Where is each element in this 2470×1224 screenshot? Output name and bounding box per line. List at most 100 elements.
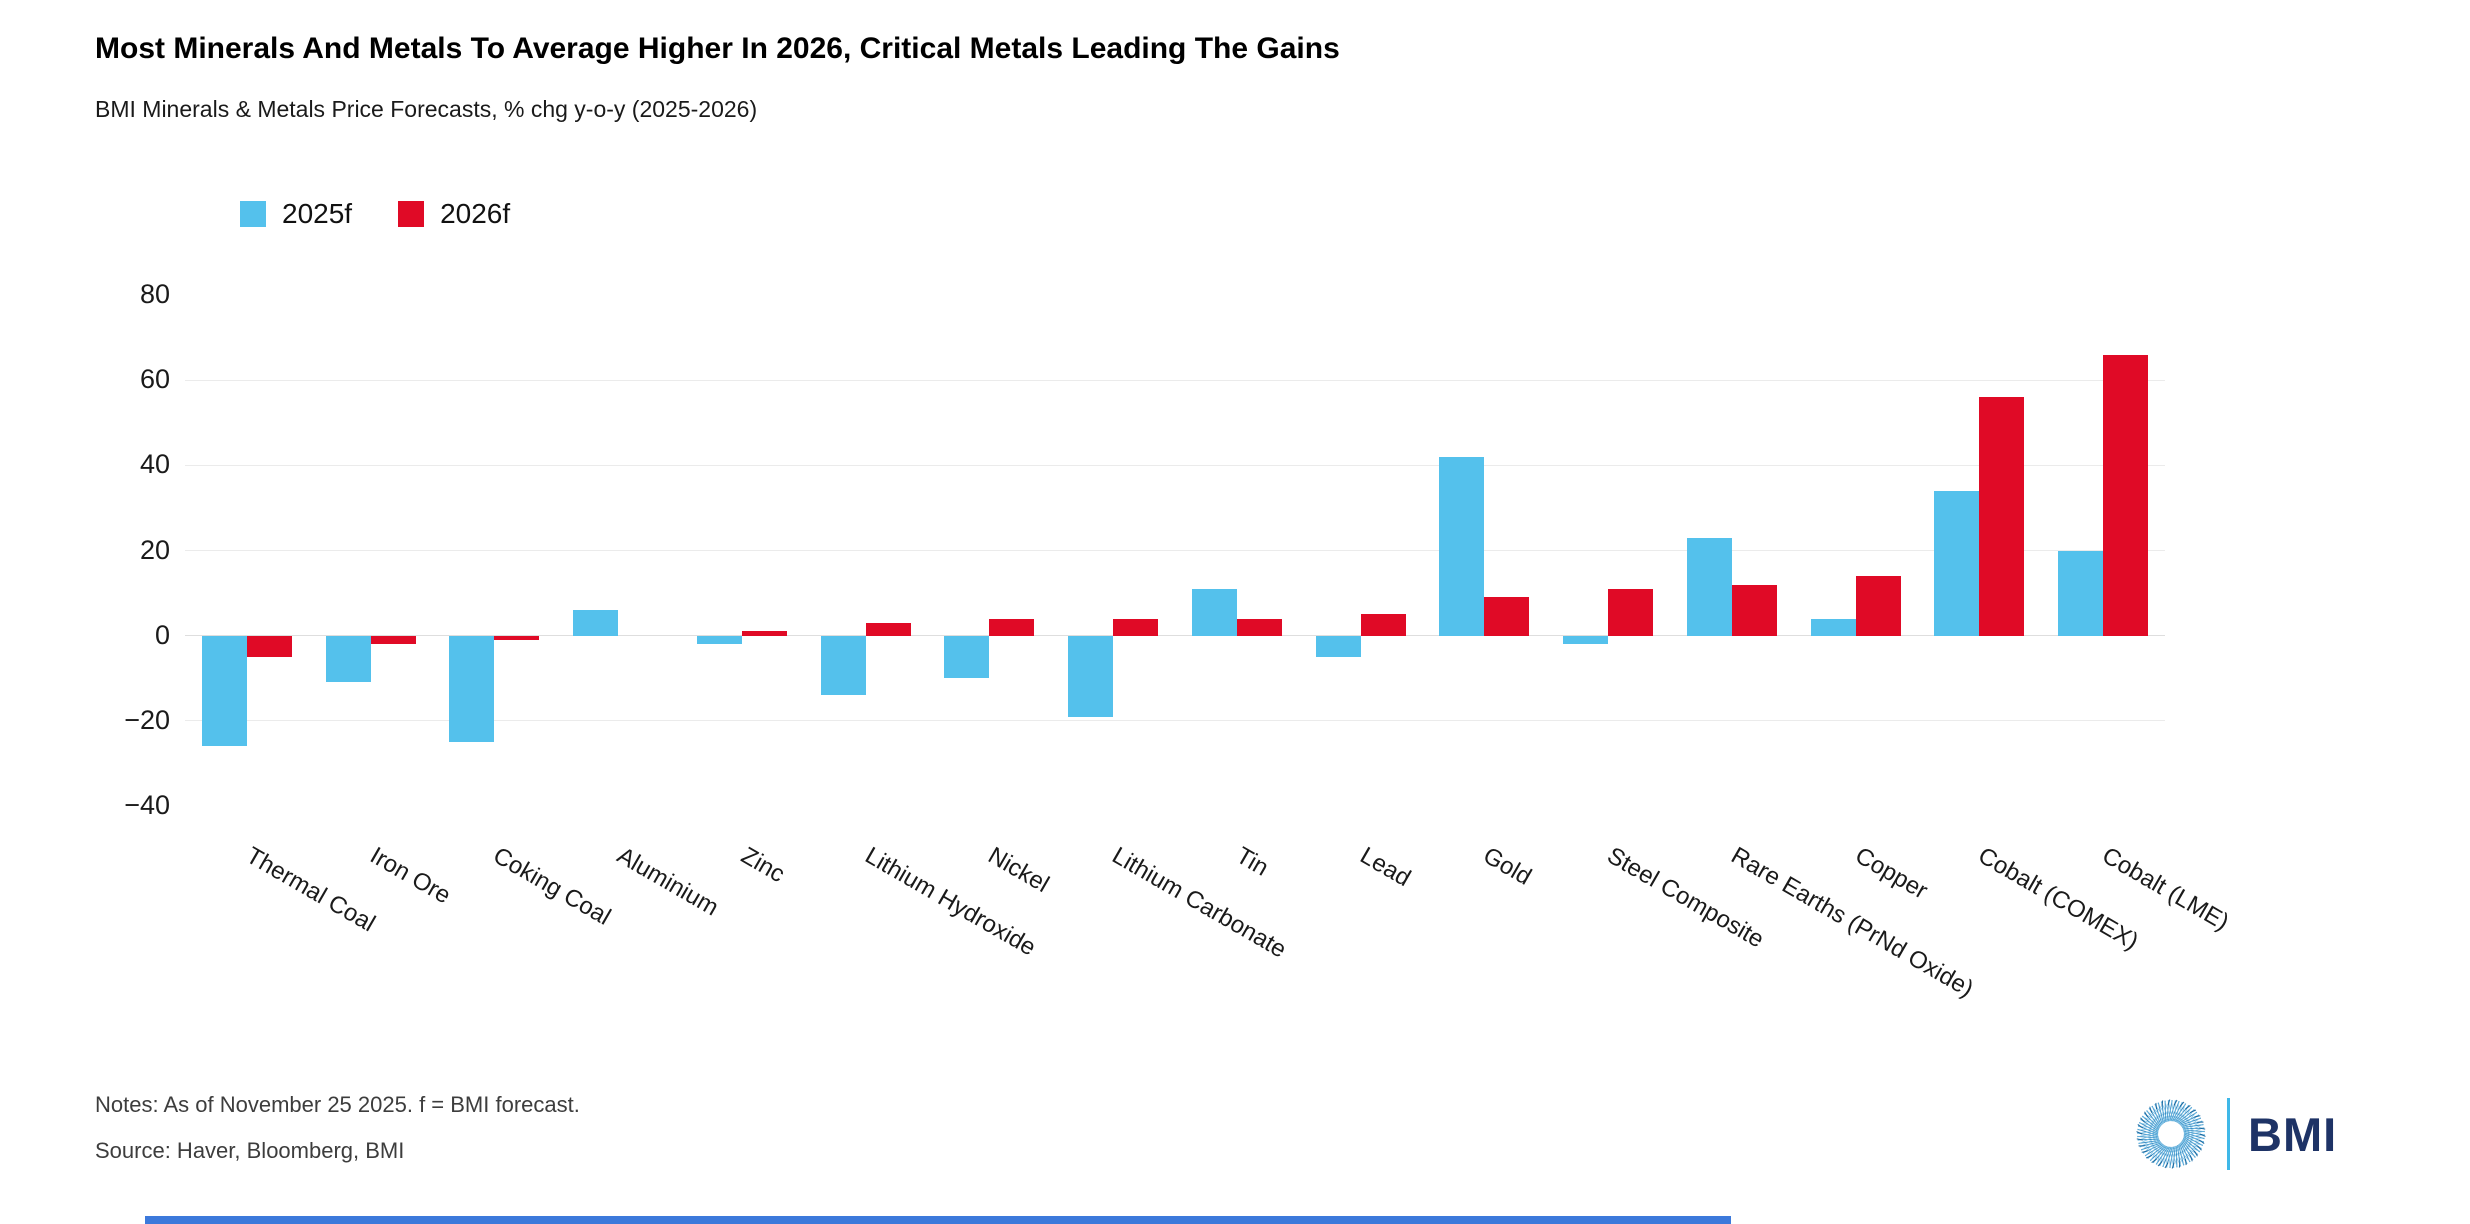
x-tick-label: Aluminium — [612, 842, 724, 922]
legend-swatch-2026f-icon — [398, 201, 425, 227]
spirograph-ray — [2177, 1144, 2196, 1158]
bar-2026f-cobalt-lme- — [2103, 354, 2149, 636]
bmi-logo: BMI — [2135, 1098, 2337, 1170]
spirograph-ray — [2179, 1101, 2185, 1107]
spirograph-ray — [2171, 1100, 2175, 1122]
bar-2026f-lead — [1360, 614, 1406, 636]
spirograph-ray — [2138, 1122, 2161, 1128]
bar-2025f-steel-composite — [1563, 635, 1609, 645]
spirograph-center — [2161, 1124, 2181, 1144]
spirograph-ray — [2136, 1138, 2143, 1141]
bar-2026f-copper — [1855, 576, 1901, 636]
spirograph-ray — [2198, 1139, 2205, 1144]
spirograph-ray — [2180, 1106, 2192, 1127]
spirograph-ray — [2189, 1155, 2193, 1162]
grid-line — [185, 720, 2165, 722]
grid-line — [185, 379, 2165, 381]
x-tick-label: Copper — [1850, 842, 1932, 905]
bar-2026f-tin — [1236, 618, 1282, 636]
spirograph-ray — [2179, 1142, 2201, 1152]
bar-2025f-aluminium — [573, 610, 619, 636]
spirograph-ray — [2145, 1154, 2152, 1159]
bar-2025f-nickel — [944, 635, 990, 679]
chart-title: Most Minerals And Metals To Average High… — [95, 32, 1340, 65]
spirograph-ray — [2181, 1140, 2204, 1146]
spirograph-ray — [2146, 1110, 2165, 1124]
spirograph-ray — [2182, 1111, 2197, 1129]
x-tick-label: Coking Coal — [488, 842, 616, 931]
x-tick-label: Gold — [1478, 842, 1537, 891]
bar-2026f-lithium-carbonate — [1113, 618, 1159, 636]
spirograph-ray — [2162, 1145, 2166, 1168]
bar-2025f-lithium-carbonate — [1068, 635, 1114, 717]
bmi-logo-text: BMI — [2248, 1107, 2338, 1161]
bar-2026f-rare-earths-prnd-oxide- — [1731, 584, 1777, 636]
source-text: Source: Haver, Bloomberg, BMI — [95, 1138, 405, 1163]
grid-line — [185, 464, 2165, 466]
x-tick-label: Iron Ore — [365, 842, 455, 910]
spirograph-ray — [2157, 1102, 2170, 1122]
y-tick-label: 80 — [139, 279, 170, 309]
bar-2026f-iron-ore — [370, 635, 416, 645]
bar-2026f-coking-coal — [494, 635, 540, 640]
x-tick-label: Tin — [1231, 842, 1273, 882]
x-tick-label: Lead — [1355, 842, 1415, 893]
spirograph-ray — [2156, 1143, 2164, 1165]
spirograph-ray — [2140, 1117, 2146, 1123]
spirograph-ray — [2138, 1134, 2159, 1145]
y-tick-label: 20 — [139, 534, 170, 565]
bar-2026f-cobalt-comex- — [1979, 397, 2025, 636]
spirograph-ray — [2176, 1100, 2180, 1123]
bar-2025f-tin — [1191, 588, 1237, 636]
bar-2026f-steel-composite — [1608, 588, 1654, 636]
bar-2026f-thermal-coal — [246, 635, 292, 657]
spirograph-ray — [2185, 1104, 2191, 1110]
spirograph-ray — [2137, 1131, 2159, 1138]
chart-subtitle: BMI Minerals & Metals Price Forecasts, %… — [95, 96, 758, 122]
spirograph-ray — [2175, 1145, 2191, 1163]
spirograph-ray — [2155, 1102, 2158, 1110]
zero-line — [185, 635, 2165, 637]
spirograph-ray — [2171, 1162, 2175, 1169]
bar-2025f-lead — [1315, 635, 1361, 657]
spirograph-ray — [2173, 1099, 2178, 1106]
spirograph-ray — [2169, 1146, 2178, 1168]
spirograph-ray — [2183, 1130, 2205, 1137]
spirograph-ray — [2136, 1131, 2143, 1135]
spirograph-ray — [2183, 1137, 2205, 1140]
spirograph-ray — [2151, 1105, 2167, 1123]
bar-2025f-lithium-hydroxide — [820, 635, 866, 696]
plot-area — [185, 295, 2165, 806]
legend-item-2025f: 2025f — [240, 198, 352, 230]
bmi-spirograph-icon — [2136, 1099, 2206, 1169]
spirograph-ray — [2193, 1150, 2198, 1157]
x-tick-label: Nickel — [983, 842, 1054, 899]
logo-divider — [2227, 1098, 2230, 1170]
legend-item-2026f: 2026f — [398, 198, 510, 230]
y-tick-label: 0 — [154, 619, 170, 650]
legend-label-2026f: 2026f — [440, 198, 511, 229]
spirograph-ray — [2137, 1128, 2159, 1131]
x-tick-label: Zinc — [736, 842, 790, 889]
y-axis: 80 60 40 20 0 −20 −40 — [0, 279, 170, 820]
bar-2026f-gold — [1484, 597, 1530, 636]
bar-2025f-gold — [1439, 456, 1485, 636]
spirograph-ray — [2141, 1137, 2159, 1151]
bar-2025f-thermal-coal — [201, 635, 247, 747]
spirograph-ray — [2184, 1158, 2187, 1166]
legend-label-2025f: 2025f — [282, 198, 353, 229]
y-tick-label: −20 — [124, 704, 170, 735]
spirograph-ray — [2167, 1146, 2171, 1168]
spirograph-ray — [2167, 1099, 2171, 1106]
spirograph-ray — [2199, 1133, 2206, 1137]
spirograph-ray — [2190, 1109, 2197, 1114]
bar-2025f-cobalt-comex- — [1934, 490, 1980, 636]
legend-swatch-2025f-icon — [240, 201, 266, 227]
spirograph-ray — [2144, 1111, 2149, 1118]
bar-2026f-zinc — [741, 631, 787, 636]
spirograph-ray — [2137, 1124, 2144, 1129]
spirograph-ray — [2183, 1117, 2201, 1131]
spirograph-ray — [2196, 1145, 2202, 1151]
spirograph-ray — [2145, 1139, 2160, 1157]
